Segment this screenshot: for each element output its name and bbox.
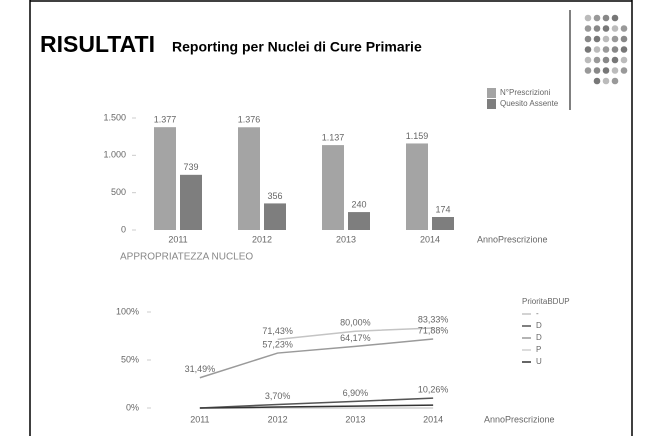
dot bbox=[593, 46, 601, 53]
data-label: 174 bbox=[435, 204, 450, 214]
dot bbox=[602, 14, 610, 22]
data-label: 83,33% bbox=[418, 314, 449, 324]
dot bbox=[584, 25, 592, 32]
legend-label: D bbox=[536, 321, 542, 330]
data-label: 739 bbox=[183, 162, 198, 172]
legend-label: - bbox=[536, 309, 539, 318]
data-label: 356 bbox=[267, 191, 282, 201]
legend-label: Quesito Assente bbox=[500, 99, 559, 108]
line bbox=[277, 327, 434, 341]
x-tick-label: 2014 bbox=[423, 414, 443, 424]
y-tick-label: 0% bbox=[126, 402, 139, 412]
dot bbox=[620, 56, 628, 64]
y-tick-label: 50% bbox=[121, 354, 139, 364]
bar bbox=[264, 203, 286, 230]
dot bbox=[611, 46, 619, 53]
dot bbox=[611, 77, 619, 85]
dot bbox=[584, 46, 592, 53]
x-axis-label: AnnoPrescrizione bbox=[484, 414, 555, 424]
y-tick-label: 1.500 bbox=[103, 112, 126, 122]
bar bbox=[154, 127, 176, 230]
line bbox=[199, 404, 434, 409]
dot bbox=[611, 56, 619, 64]
dot bbox=[584, 35, 592, 43]
y-tick-label: 1.000 bbox=[103, 150, 126, 160]
legend-label: N°Prescrizioni bbox=[500, 88, 551, 97]
dot bbox=[584, 67, 592, 74]
dot bbox=[602, 25, 610, 32]
data-label: 1.377 bbox=[154, 115, 177, 125]
bar bbox=[322, 145, 344, 230]
chart-title: APPROPRIATEZZA NUCLEO bbox=[120, 252, 253, 263]
data-label: 240 bbox=[351, 199, 366, 209]
dot bbox=[620, 46, 628, 53]
bar bbox=[406, 143, 428, 230]
legend-swatch bbox=[487, 88, 496, 98]
data-label: 31,49% bbox=[185, 364, 216, 374]
dot bbox=[602, 67, 610, 74]
x-tick-label: 2013 bbox=[345, 414, 365, 424]
data-label: 57,23% bbox=[262, 339, 293, 349]
legend-label: U bbox=[536, 357, 542, 366]
x-tick-label: 2012 bbox=[252, 234, 272, 244]
dot bbox=[611, 25, 619, 32]
legend-title: PrioritaBDUP bbox=[522, 297, 570, 306]
data-label: 71,43% bbox=[262, 326, 293, 336]
dot bbox=[602, 77, 610, 85]
data-label: 6,90% bbox=[343, 388, 369, 398]
data-label: 10,26% bbox=[418, 385, 449, 395]
y-tick-label: 100% bbox=[116, 306, 139, 316]
dot bbox=[593, 56, 601, 64]
decoration bbox=[584, 14, 628, 85]
bar bbox=[238, 127, 260, 230]
x-tick-label: 2013 bbox=[336, 234, 356, 244]
dot bbox=[593, 77, 601, 85]
y-tick-label: 500 bbox=[111, 187, 126, 197]
x-axis-label: AnnoPrescrizione bbox=[477, 234, 548, 244]
y-tick-label: 0 bbox=[121, 224, 126, 234]
x-tick-label: 2012 bbox=[268, 414, 288, 424]
dot bbox=[611, 14, 619, 22]
dot bbox=[593, 35, 601, 43]
legend-swatch bbox=[487, 99, 496, 109]
dot bbox=[611, 67, 619, 74]
data-label: 80,00% bbox=[340, 318, 371, 328]
bar bbox=[180, 174, 202, 230]
dot bbox=[620, 25, 628, 32]
x-tick-label: 2011 bbox=[190, 414, 209, 424]
dot bbox=[620, 35, 628, 43]
dot bbox=[593, 14, 601, 22]
dot bbox=[602, 35, 610, 43]
x-tick-label: 2011 bbox=[168, 234, 187, 244]
dot bbox=[584, 56, 592, 64]
dot bbox=[611, 35, 619, 43]
legend-label: P bbox=[536, 345, 541, 354]
data-label: 1.137 bbox=[322, 132, 345, 142]
dot bbox=[602, 46, 610, 53]
data-label: 1.376 bbox=[238, 115, 261, 125]
slide-subtitle: Reporting per Nuclei di Cure Primarie bbox=[172, 39, 422, 55]
data-label: 1.159 bbox=[406, 131, 429, 141]
data-label: 64,17% bbox=[340, 333, 371, 343]
line bbox=[199, 338, 434, 379]
data-label: 3,70% bbox=[265, 391, 291, 401]
data-label: 71,88% bbox=[418, 325, 449, 335]
dot bbox=[602, 56, 610, 64]
bar bbox=[432, 217, 454, 230]
x-tick-label: 2014 bbox=[420, 234, 440, 244]
dot bbox=[593, 67, 601, 74]
bar bbox=[348, 212, 370, 230]
line bbox=[199, 397, 434, 409]
slide-title: RISULTATI bbox=[40, 31, 155, 57]
dot bbox=[620, 67, 628, 74]
dot bbox=[593, 25, 601, 32]
legend-label: D bbox=[536, 333, 542, 342]
dot bbox=[584, 14, 592, 22]
